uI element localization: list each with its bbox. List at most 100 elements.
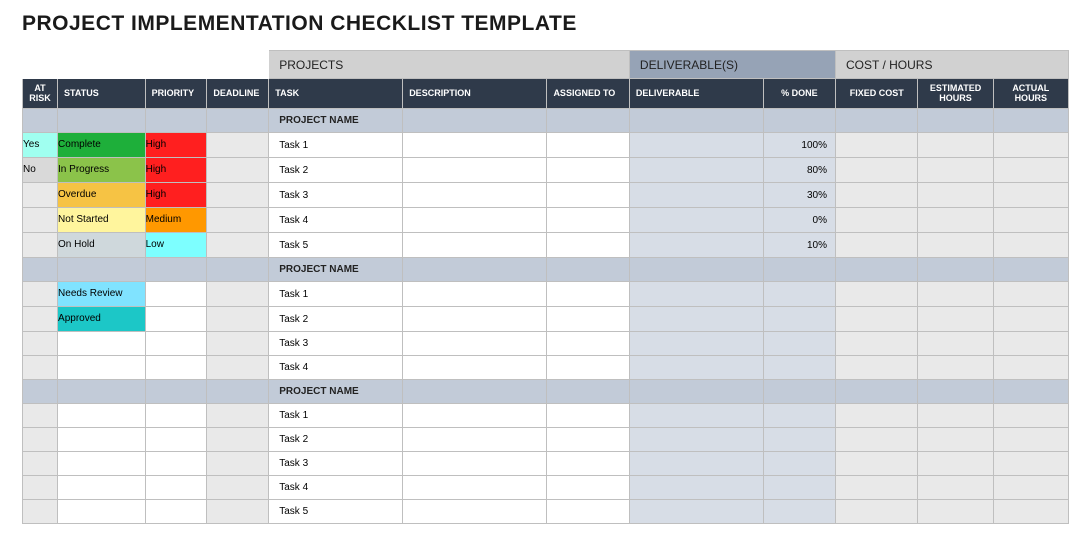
- cell-est-hours[interactable]: [918, 404, 993, 428]
- cell-pct-done[interactable]: [763, 332, 835, 356]
- cell-est-hours[interactable]: [918, 158, 993, 183]
- cell-status[interactable]: In Progress: [58, 158, 146, 183]
- cell-est-hours[interactable]: [918, 428, 993, 452]
- cell-pct-done[interactable]: [763, 307, 835, 332]
- cell-status[interactable]: [58, 452, 146, 476]
- cell-actual-hours[interactable]: [993, 208, 1068, 233]
- cell-description[interactable]: [403, 476, 547, 500]
- cell-deliverable[interactable]: [629, 404, 763, 428]
- cell-actual-hours[interactable]: [993, 307, 1068, 332]
- cell-assigned[interactable]: [547, 356, 629, 380]
- cell-pct-done[interactable]: [763, 452, 835, 476]
- cell-task[interactable]: Task 4: [269, 208, 403, 233]
- cell-deadline[interactable]: [207, 158, 269, 183]
- cell-atrisk[interactable]: [23, 208, 58, 233]
- cell-atrisk[interactable]: [23, 307, 58, 332]
- cell-assigned[interactable]: [547, 307, 629, 332]
- cell-assigned[interactable]: [547, 133, 629, 158]
- cell-actual-hours[interactable]: [993, 404, 1068, 428]
- cell-deadline[interactable]: [207, 452, 269, 476]
- cell-deliverable[interactable]: [629, 500, 763, 524]
- cell-status[interactable]: [58, 500, 146, 524]
- cell-assigned[interactable]: [547, 404, 629, 428]
- cell-description[interactable]: [403, 307, 547, 332]
- cell-description[interactable]: [403, 282, 547, 307]
- cell-pct-done[interactable]: 0%: [763, 208, 835, 233]
- cell-pct-done[interactable]: 80%: [763, 158, 835, 183]
- cell-deadline[interactable]: [207, 476, 269, 500]
- cell-deadline[interactable]: [207, 183, 269, 208]
- cell-priority[interactable]: [145, 476, 207, 500]
- cell-deadline[interactable]: [207, 307, 269, 332]
- cell-priority[interactable]: High: [145, 133, 207, 158]
- cell-atrisk[interactable]: [23, 500, 58, 524]
- cell-description[interactable]: [403, 332, 547, 356]
- cell-est-hours[interactable]: [918, 476, 993, 500]
- cell-status[interactable]: On Hold: [58, 233, 146, 258]
- cell-fixed-cost[interactable]: [836, 233, 918, 258]
- cell-deadline[interactable]: [207, 428, 269, 452]
- cell-deliverable[interactable]: [629, 332, 763, 356]
- cell-status[interactable]: [58, 476, 146, 500]
- cell-est-hours[interactable]: [918, 282, 993, 307]
- cell-atrisk[interactable]: [23, 476, 58, 500]
- cell-deadline[interactable]: [207, 133, 269, 158]
- cell-deliverable[interactable]: [629, 282, 763, 307]
- cell-fixed-cost[interactable]: [836, 452, 918, 476]
- cell-est-hours[interactable]: [918, 356, 993, 380]
- cell-status[interactable]: Approved: [58, 307, 146, 332]
- cell-atrisk[interactable]: [23, 233, 58, 258]
- cell-pct-done[interactable]: 10%: [763, 233, 835, 258]
- cell-task[interactable]: Task 3: [269, 452, 403, 476]
- cell-actual-hours[interactable]: [993, 500, 1068, 524]
- cell-fixed-cost[interactable]: [836, 133, 918, 158]
- cell-actual-hours[interactable]: [993, 356, 1068, 380]
- cell-deliverable[interactable]: [629, 476, 763, 500]
- cell-deliverable[interactable]: [629, 208, 763, 233]
- cell-task[interactable]: Task 2: [269, 158, 403, 183]
- cell-priority[interactable]: [145, 356, 207, 380]
- cell-status[interactable]: [58, 332, 146, 356]
- cell-atrisk[interactable]: No: [23, 158, 58, 183]
- cell-actual-hours[interactable]: [993, 183, 1068, 208]
- cell-status[interactable]: Not Started: [58, 208, 146, 233]
- cell-priority[interactable]: High: [145, 158, 207, 183]
- cell-pct-done[interactable]: [763, 356, 835, 380]
- cell-status[interactable]: [58, 356, 146, 380]
- cell-task[interactable]: Task 2: [269, 428, 403, 452]
- cell-fixed-cost[interactable]: [836, 356, 918, 380]
- cell-deliverable[interactable]: [629, 307, 763, 332]
- cell-status[interactable]: [58, 404, 146, 428]
- cell-pct-done[interactable]: [763, 282, 835, 307]
- cell-pct-done[interactable]: [763, 404, 835, 428]
- cell-task[interactable]: Task 1: [269, 133, 403, 158]
- cell-deadline[interactable]: [207, 282, 269, 307]
- cell-fixed-cost[interactable]: [836, 404, 918, 428]
- cell-task[interactable]: Task 1: [269, 404, 403, 428]
- cell-est-hours[interactable]: [918, 500, 993, 524]
- cell-priority[interactable]: [145, 500, 207, 524]
- cell-deliverable[interactable]: [629, 183, 763, 208]
- cell-actual-hours[interactable]: [993, 282, 1068, 307]
- cell-description[interactable]: [403, 452, 547, 476]
- cell-task[interactable]: Task 3: [269, 332, 403, 356]
- cell-task[interactable]: Task 4: [269, 356, 403, 380]
- cell-description[interactable]: [403, 208, 547, 233]
- cell-actual-hours[interactable]: [993, 476, 1068, 500]
- cell-fixed-cost[interactable]: [836, 500, 918, 524]
- cell-atrisk[interactable]: [23, 356, 58, 380]
- cell-deadline[interactable]: [207, 332, 269, 356]
- cell-est-hours[interactable]: [918, 183, 993, 208]
- cell-atrisk[interactable]: [23, 452, 58, 476]
- cell-priority[interactable]: High: [145, 183, 207, 208]
- cell-assigned[interactable]: [547, 282, 629, 307]
- cell-deliverable[interactable]: [629, 133, 763, 158]
- cell-deadline[interactable]: [207, 404, 269, 428]
- cell-task[interactable]: Task 1: [269, 282, 403, 307]
- cell-pct-done[interactable]: [763, 500, 835, 524]
- cell-description[interactable]: [403, 356, 547, 380]
- cell-atrisk[interactable]: [23, 282, 58, 307]
- cell-actual-hours[interactable]: [993, 452, 1068, 476]
- cell-priority[interactable]: Medium: [145, 208, 207, 233]
- cell-est-hours[interactable]: [918, 208, 993, 233]
